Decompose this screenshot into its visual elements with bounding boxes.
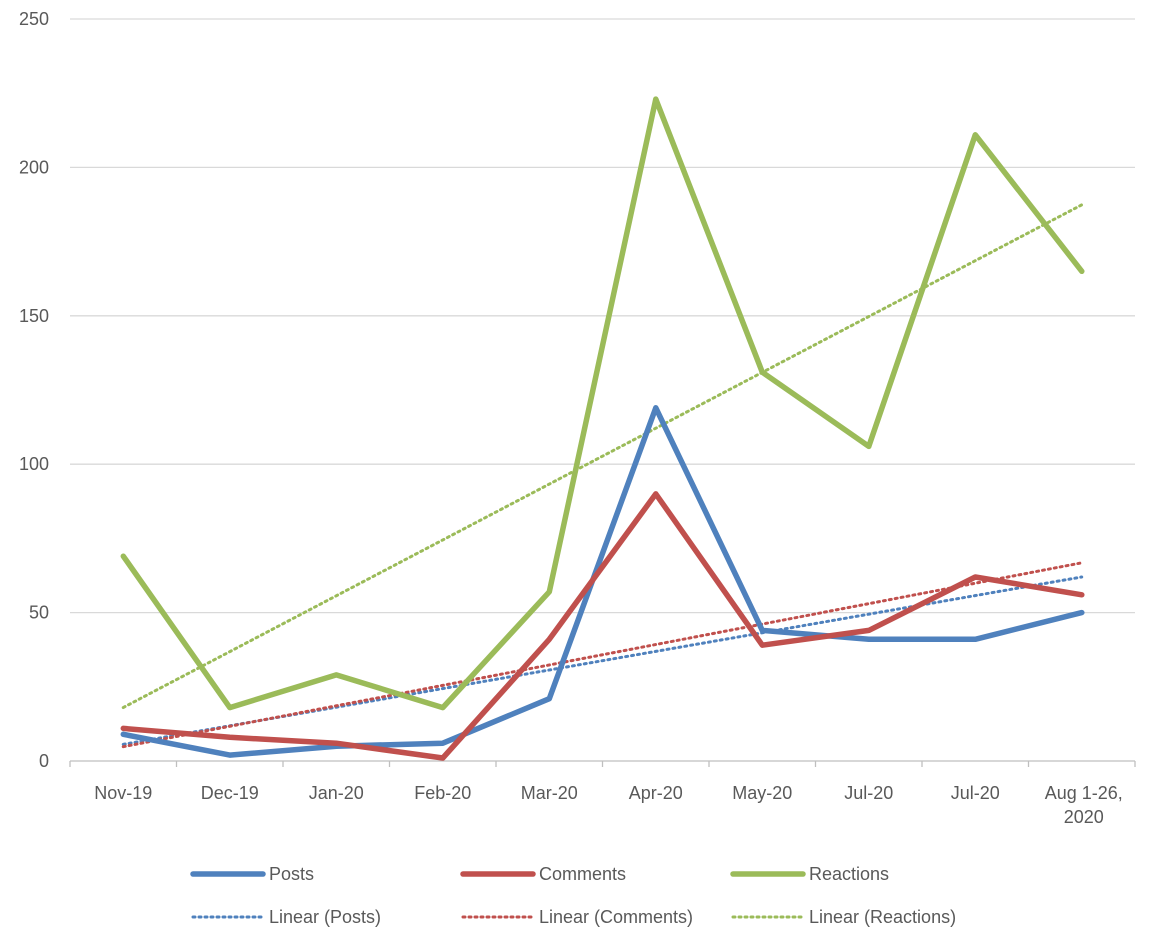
x-tick-label: Apr-20 — [629, 783, 683, 803]
x-axis-tick-labels: Nov-19 Dec-19 Jan-20 Feb-20 Mar-20 Apr-20 May-… — [94, 783, 1123, 827]
y-tick-label: 200 — [19, 157, 49, 177]
y-tick-label: 50 — [29, 603, 49, 623]
x-tick-label: Jul-20 — [844, 783, 893, 803]
y-tick-label: 100 — [19, 454, 49, 474]
x-tick-label: Aug 1-26, 2020 — [1045, 783, 1123, 827]
y-tick-label: 0 — [39, 751, 49, 771]
y-tick-label: 150 — [19, 306, 49, 326]
x-axis — [69, 760, 1136, 767]
legend-label-posts: Posts — [269, 864, 314, 884]
series-line-reactions — [120, 96, 1085, 711]
data-series — [120, 96, 1085, 761]
x-tick-label: Feb-20 — [414, 783, 471, 803]
y-axis-tick-labels: 0 50 100 150 200 250 — [19, 9, 49, 771]
legend-label-linear-reactions: Linear (Reactions) — [809, 907, 956, 927]
y-tick-label: 250 — [19, 9, 49, 29]
trendlines — [121, 203, 1084, 749]
x-tick-label: Nov-19 — [94, 783, 152, 803]
legend: Posts Comments Reactions Linear (Posts) Line… — [190, 864, 956, 927]
legend-label-comments: Comments — [539, 864, 626, 884]
gridlines — [70, 18, 1135, 614]
x-tick-label: Jul-20 — [951, 783, 1000, 803]
trendline-linear-reactions — [121, 203, 1084, 710]
series-line-posts — [120, 405, 1085, 758]
x-tick-label: May-20 — [732, 783, 792, 803]
legend-label-reactions: Reactions — [809, 864, 889, 884]
legend-label-linear-comments: Linear (Comments) — [539, 907, 693, 927]
series-line-comments — [120, 491, 1085, 761]
x-tick-label: Jan-20 — [309, 783, 364, 803]
x-tick-label: Dec-19 — [201, 783, 259, 803]
x-tick-label: Mar-20 — [521, 783, 578, 803]
trendline-linear-comments — [121, 561, 1084, 749]
legend-label-linear-posts: Linear (Posts) — [269, 907, 381, 927]
